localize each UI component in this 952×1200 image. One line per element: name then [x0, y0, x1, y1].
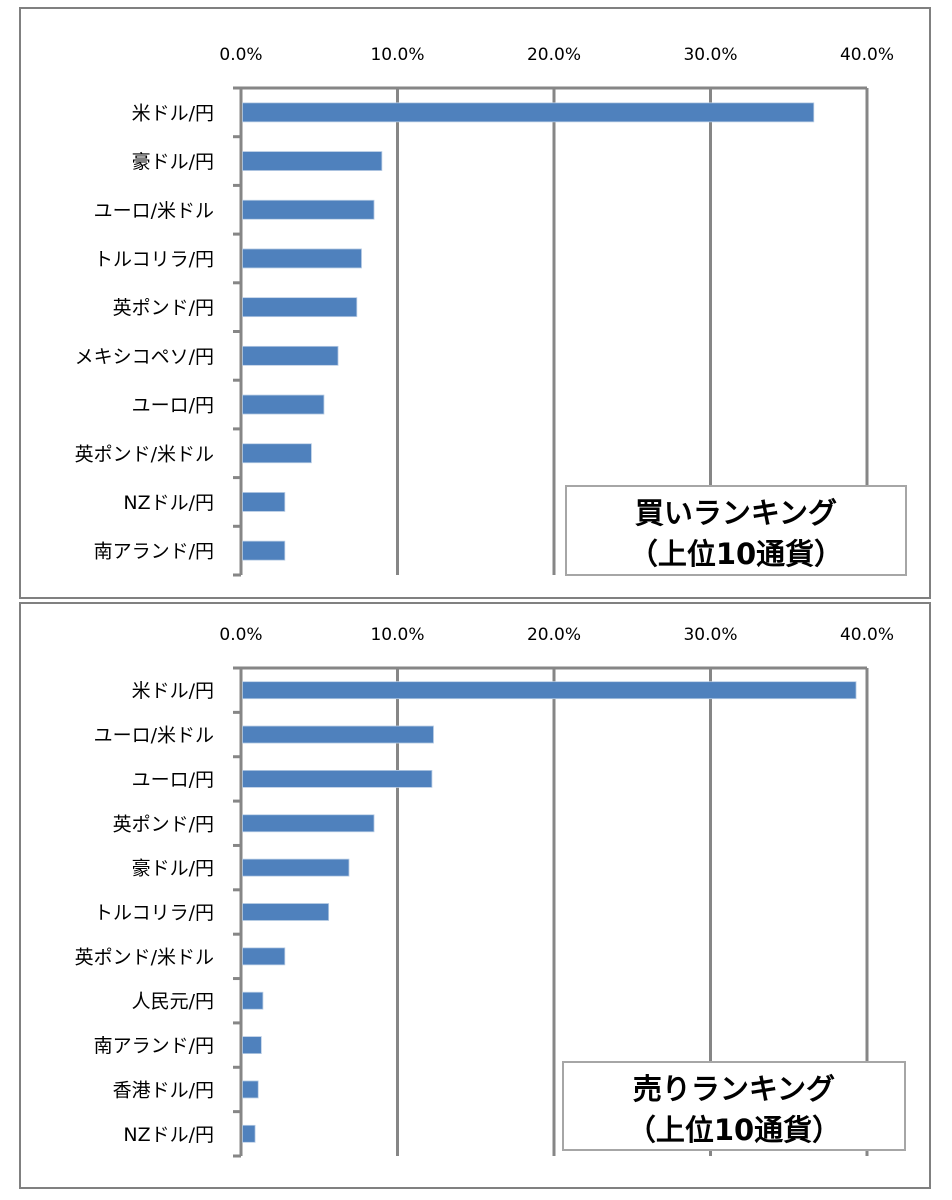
- category-label: 南アランド/円: [94, 1035, 214, 1057]
- category-label: ユーロ/円: [132, 769, 214, 791]
- category-label: 米ドル/円: [132, 680, 214, 702]
- legend-frame: [562, 1061, 906, 1151]
- bar: [242, 443, 312, 464]
- x-tick-label: 40.0%: [840, 625, 894, 645]
- category-label: ユーロ/米ドル: [94, 200, 214, 222]
- category-label: 英ポンド/円: [113, 297, 214, 319]
- bar: [242, 770, 433, 788]
- bar: [242, 947, 286, 966]
- chart-title: 買いランキング: [635, 496, 837, 530]
- category-label: 豪ドル/円: [132, 858, 214, 880]
- bar: [242, 102, 815, 123]
- category-label: ユーロ/米ドル: [94, 725, 214, 747]
- bar: [242, 1080, 259, 1099]
- chart-panel-buy: 0.0% 10.0% 20.0% 30.0% 40.0% 米ドル/円豪ドル/円ユーロ/米ド…: [19, 7, 931, 599]
- bar: [242, 248, 362, 269]
- category-label: 米ドル/円: [132, 102, 214, 124]
- bar: [242, 540, 286, 561]
- category-label: 英ポンド/米ドル: [75, 443, 214, 465]
- bar: [242, 199, 375, 220]
- x-tick-label: 0.0%: [219, 45, 262, 65]
- x-tick-label: 10.0%: [370, 625, 424, 645]
- x-tick-label: 40.0%: [840, 45, 894, 65]
- chart-panel-sell: 0.0% 10.0% 20.0% 30.0% 40.0% 米ドル/円ユーロ/米ドルユーロ/…: [19, 602, 931, 1189]
- category-label: NZドル/円: [123, 492, 214, 514]
- bar: [242, 681, 857, 700]
- bar: [242, 858, 350, 877]
- bar: [242, 814, 375, 833]
- legend-box: 売りランキング （上位10通貨）: [562, 1061, 906, 1151]
- bar: [242, 725, 434, 744]
- x-tick-label: 20.0%: [527, 625, 581, 645]
- category-label: 豪ドル/円: [132, 151, 214, 173]
- x-tick-label: 0.0%: [219, 625, 262, 645]
- bar: [242, 492, 286, 512]
- category-label: メキシコペソ/円: [75, 346, 214, 368]
- category-label: 香港ドル/円: [113, 1079, 214, 1101]
- x-tick-label: 30.0%: [683, 625, 737, 645]
- bar: [242, 1124, 256, 1143]
- bar: [242, 394, 325, 415]
- category-label: ユーロ/円: [132, 395, 214, 417]
- category-label: トルコリラ/円: [94, 902, 214, 924]
- bar: [242, 1036, 262, 1054]
- category-label: 英ポンド/円: [113, 813, 214, 835]
- category-label: 英ポンド/米ドル: [75, 946, 214, 968]
- x-tick-label: 10.0%: [370, 45, 424, 65]
- bar: [242, 151, 383, 171]
- chart-subtitle: （上位10通貨）: [629, 537, 843, 571]
- category-label: 人民元/円: [132, 991, 214, 1013]
- x-tick-label: 30.0%: [683, 45, 737, 65]
- bar: [242, 991, 264, 1010]
- bar: [242, 297, 358, 318]
- bar: [242, 345, 339, 366]
- bar: [242, 903, 330, 921]
- category-label: 南アランド/円: [94, 541, 214, 563]
- category-label: NZドル/円: [123, 1124, 214, 1146]
- legend-frame: [565, 485, 907, 576]
- chart-subtitle: （上位10通貨）: [627, 1113, 841, 1147]
- x-tick-label: 20.0%: [527, 45, 581, 65]
- legend-box: 買いランキング （上位10通貨）: [565, 485, 907, 576]
- category-label: トルコリラ/円: [94, 248, 214, 270]
- chart-title: 売りランキング: [633, 1072, 835, 1106]
